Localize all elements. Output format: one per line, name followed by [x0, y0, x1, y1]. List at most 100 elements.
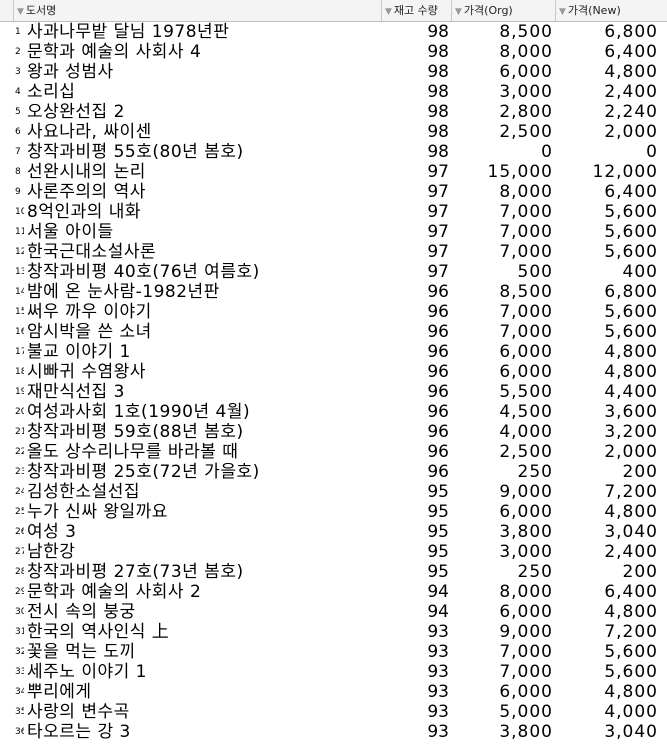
- quantity-cell[interactable]: 96: [427, 462, 449, 482]
- price-org-cell[interactable]: 6,000: [499, 62, 553, 82]
- column-header-title[interactable]: ▼ 도서명: [14, 0, 382, 21]
- column-header-price-org[interactable]: ▼ 가격(Org): [452, 0, 556, 21]
- quantity-cell[interactable]: 95: [427, 482, 449, 502]
- book-title-cell[interactable]: 타오르는 강 3: [27, 722, 131, 742]
- book-title-cell[interactable]: 문학과 예술의 사회사 2: [27, 582, 202, 602]
- book-title-cell[interactable]: 서울 아이들: [27, 222, 114, 242]
- price-org-cell[interactable]: 6,000: [499, 682, 553, 702]
- price-new-cell[interactable]: 3,200: [604, 422, 658, 442]
- book-title-cell[interactable]: 재만식선집 3: [27, 382, 125, 402]
- price-new-cell[interactable]: 2,400: [604, 82, 658, 102]
- book-title-cell[interactable]: 한국의 역사인식 上: [27, 622, 170, 642]
- table-row[interactable]: 14 밤에 온 눈사람-1982년판 96 8,500 6,800: [0, 282, 667, 302]
- table-row[interactable]: 26 여성 3 95 3,800 3,040: [0, 522, 667, 542]
- price-org-cell[interactable]: 250: [517, 462, 553, 482]
- quantity-cell[interactable]: 96: [427, 322, 449, 342]
- table-row[interactable]: 33 세주노 이야기 1 93 7,000 5,600: [0, 662, 667, 682]
- quantity-cell[interactable]: 95: [427, 502, 449, 522]
- quantity-cell[interactable]: 96: [427, 422, 449, 442]
- table-row[interactable]: 36 타오르는 강 3 93 3,800 3,040: [0, 722, 667, 742]
- quantity-cell[interactable]: 97: [427, 222, 449, 242]
- quantity-cell[interactable]: 96: [427, 402, 449, 422]
- quantity-cell[interactable]: 98: [427, 62, 449, 82]
- price-org-cell[interactable]: 8,000: [499, 182, 553, 202]
- price-new-cell[interactable]: 3,040: [604, 722, 658, 742]
- quantity-cell[interactable]: 98: [427, 22, 449, 42]
- quantity-cell[interactable]: 97: [427, 162, 449, 182]
- price-org-cell[interactable]: 7,000: [499, 222, 553, 242]
- price-org-cell[interactable]: 8,000: [499, 42, 553, 62]
- table-row[interactable]: 2 문학과 예술의 사회사 4 98 8,000 6,400: [0, 42, 667, 62]
- table-row[interactable]: 22 올도 상수리나무를 바라볼 때 96 2,500 2,000: [0, 442, 667, 462]
- book-title-cell[interactable]: 암시박을 쓴 소녀: [27, 322, 152, 342]
- price-new-cell[interactable]: 4,800: [604, 502, 658, 522]
- price-new-cell[interactable]: 5,600: [604, 202, 658, 222]
- table-row[interactable]: 8 선완시내의 논리 97 15,000 12,000: [0, 162, 667, 182]
- price-org-cell[interactable]: 6,000: [499, 342, 553, 362]
- price-org-cell[interactable]: 5,500: [499, 382, 553, 402]
- table-row[interactable]: 4 소리십 98 3,000 2,400: [0, 82, 667, 102]
- quantity-cell[interactable]: 93: [427, 682, 449, 702]
- quantity-cell[interactable]: 93: [427, 622, 449, 642]
- row-number-header[interactable]: [0, 0, 14, 21]
- price-org-cell[interactable]: 8,500: [499, 22, 553, 42]
- price-org-cell[interactable]: 2,500: [499, 122, 553, 142]
- book-title-cell[interactable]: 사과나무밭 달님 1978년판: [27, 22, 230, 42]
- table-row[interactable]: 25 누가 신싸 왕일까요 95 6,000 4,800: [0, 502, 667, 522]
- table-row[interactable]: 6 사요나라, 싸이센 98 2,500 2,000: [0, 122, 667, 142]
- price-org-cell[interactable]: 15,000: [487, 162, 553, 182]
- table-row[interactable]: 3 왕과 성범사 98 6,000 4,800: [0, 62, 667, 82]
- book-title-cell[interactable]: 누가 신싸 왕일까요: [27, 502, 168, 522]
- quantity-cell[interactable]: 96: [427, 302, 449, 322]
- price-new-cell[interactable]: 200: [622, 462, 658, 482]
- book-title-cell[interactable]: 전시 속의 붕궁: [27, 602, 136, 622]
- book-title-cell[interactable]: 남한강: [27, 542, 76, 562]
- table-row[interactable]: 5 오상완선집 2 98 2,800 2,240: [0, 102, 667, 122]
- table-row[interactable]: 15 써우 까우 이야기 96 7,000 5,600: [0, 302, 667, 322]
- book-title-cell[interactable]: 뿌리에게: [27, 682, 92, 702]
- quantity-cell[interactable]: 98: [427, 82, 449, 102]
- book-title-cell[interactable]: 8억인과의 내화: [27, 202, 142, 222]
- price-org-cell[interactable]: 6,000: [499, 362, 553, 382]
- quantity-cell[interactable]: 94: [427, 602, 449, 622]
- book-title-cell[interactable]: 사론주의의 역사: [27, 182, 146, 202]
- table-row[interactable]: 35 사랑의 변수곡 93 5,000 4,000: [0, 702, 667, 722]
- price-new-cell[interactable]: 2,000: [604, 442, 658, 462]
- table-row[interactable]: 1 사과나무밭 달님 1978년판 98 8,500 6,800: [0, 22, 667, 42]
- price-new-cell[interactable]: 4,400: [604, 382, 658, 402]
- book-title-cell[interactable]: 밤에 온 눈사람-1982년판: [27, 282, 220, 302]
- book-title-cell[interactable]: 세주노 이야기 1: [27, 662, 147, 682]
- quantity-cell[interactable]: 94: [427, 582, 449, 602]
- price-org-cell[interactable]: 4,000: [499, 422, 553, 442]
- table-row[interactable]: 23 창작과비평 25호(72년 가을호) 96 250 200: [0, 462, 667, 482]
- column-header-price-new[interactable]: ▼ 가격(New): [556, 0, 667, 21]
- price-new-cell[interactable]: 2,000: [604, 122, 658, 142]
- price-new-cell[interactable]: 5,600: [604, 662, 658, 682]
- price-new-cell[interactable]: 4,800: [604, 682, 658, 702]
- price-new-cell[interactable]: 4,000: [604, 702, 658, 722]
- price-new-cell[interactable]: 12,000: [592, 162, 658, 182]
- quantity-cell[interactable]: 97: [427, 242, 449, 262]
- quantity-cell[interactable]: 98: [427, 142, 449, 162]
- quantity-cell[interactable]: 96: [427, 342, 449, 362]
- book-title-cell[interactable]: 선완시내의 논리: [27, 162, 146, 182]
- book-title-cell[interactable]: 오상완선집 2: [27, 102, 125, 122]
- book-title-cell[interactable]: 한국근대소설사론: [27, 242, 157, 262]
- book-title-cell[interactable]: 사요나라, 싸이센: [27, 122, 152, 142]
- price-org-cell[interactable]: 7,000: [499, 202, 553, 222]
- table-row[interactable]: 24 김성한소설선집 95 9,000 7,200: [0, 482, 667, 502]
- book-title-cell[interactable]: 창작과비평 27호(73년 봄호): [27, 562, 244, 582]
- table-row[interactable]: 19 재만식선집 3 96 5,500 4,400: [0, 382, 667, 402]
- price-org-cell[interactable]: 2,500: [499, 442, 553, 462]
- book-title-cell[interactable]: 불교 이야기 1: [27, 342, 131, 362]
- price-new-cell[interactable]: 4,800: [604, 362, 658, 382]
- price-new-cell[interactable]: 6,800: [604, 282, 658, 302]
- table-row[interactable]: 12 한국근대소설사론 97 7,000 5,600: [0, 242, 667, 262]
- price-new-cell[interactable]: 200: [622, 562, 658, 582]
- price-new-cell[interactable]: 4,800: [604, 62, 658, 82]
- price-new-cell[interactable]: 5,600: [604, 322, 658, 342]
- price-new-cell[interactable]: 4,800: [604, 602, 658, 622]
- price-new-cell[interactable]: 5,600: [604, 642, 658, 662]
- table-row[interactable]: 34 뿌리에게 93 6,000 4,800: [0, 682, 667, 702]
